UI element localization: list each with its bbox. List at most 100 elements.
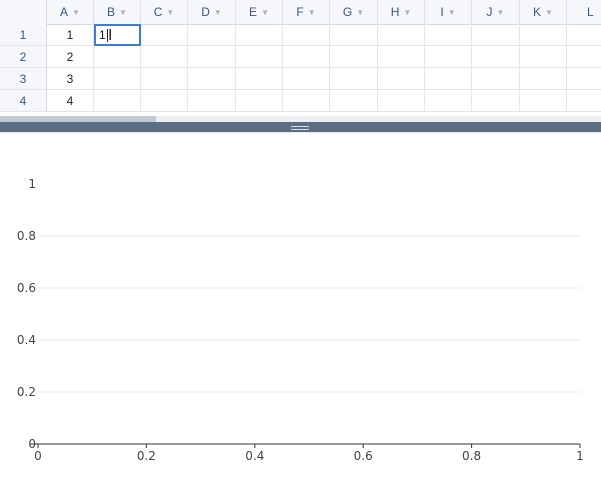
- cell-b1-value: 1: [99, 28, 106, 42]
- column-menu-icon[interactable]: ▼: [307, 7, 316, 17]
- grid-cell[interactable]: [330, 68, 378, 90]
- column-label: D: [201, 5, 210, 19]
- grid-cell[interactable]: [378, 46, 425, 68]
- grid-cell[interactable]: [141, 46, 188, 68]
- grid-cell[interactable]: [188, 46, 236, 68]
- grid-cell[interactable]: [236, 68, 283, 90]
- grid-cell[interactable]: [188, 24, 236, 46]
- grid-cell[interactable]: [236, 24, 283, 46]
- column-header-j[interactable]: J ▼: [472, 0, 520, 24]
- grid-cell[interactable]: [94, 90, 141, 112]
- grid-cell[interactable]: [188, 68, 236, 90]
- grid-cell[interactable]: [567, 90, 601, 112]
- select-all-corner[interactable]: [0, 0, 47, 24]
- grid-cell[interactable]: [236, 90, 283, 112]
- grid-cell[interactable]: [567, 24, 601, 46]
- column-header-g[interactable]: G ▼: [330, 0, 378, 24]
- grid-cell[interactable]: [283, 68, 330, 90]
- grid-cell[interactable]: [425, 90, 472, 112]
- horizontal-scrollbar[interactable]: [0, 116, 601, 122]
- grid-cell[interactable]: [330, 90, 378, 112]
- grid-cell[interactable]: [520, 90, 567, 112]
- grid-cell[interactable]: [520, 68, 567, 90]
- grid-cell[interactable]: [520, 24, 567, 46]
- column-label: H: [390, 5, 400, 19]
- spreadsheet-grid[interactable]: A ▼ B ▼ C ▼ D ▼ E ▼ F ▼ G ▼ H ▼ I ▼ J ▼ K ▼ L 1 2 3…: [0, 0, 601, 122]
- column-label: J: [486, 5, 493, 19]
- column-header-k[interactable]: K ▼: [520, 0, 567, 24]
- column-label: K: [533, 5, 542, 19]
- grid-cell[interactable]: [283, 46, 330, 68]
- column-label: G: [342, 5, 353, 19]
- column-menu-icon[interactable]: ▼: [403, 7, 412, 17]
- pane-splitter[interactable]: [0, 122, 601, 132]
- x-tick-label: 1: [576, 449, 584, 463]
- grid-cell[interactable]: [188, 90, 236, 112]
- grid-cell[interactable]: [330, 46, 378, 68]
- text-caret: [106, 28, 108, 42]
- cell-a4[interactable]: 4: [47, 90, 94, 112]
- grid-cell[interactable]: [425, 46, 472, 68]
- column-header-h[interactable]: H ▼: [378, 0, 425, 24]
- grid-cell[interactable]: [472, 68, 520, 90]
- cell-a2[interactable]: 2: [47, 46, 94, 68]
- row-header-1[interactable]: 1: [0, 24, 47, 46]
- column-menu-icon[interactable]: ▼: [496, 7, 505, 17]
- row-header-2[interactable]: 2: [0, 46, 47, 68]
- column-label: A: [60, 5, 69, 19]
- column-menu-icon[interactable]: ▼: [72, 7, 80, 17]
- column-header-e[interactable]: E ▼: [236, 0, 283, 24]
- cell-a1[interactable]: 1: [47, 24, 94, 46]
- grid-cell[interactable]: [425, 68, 472, 90]
- column-label: B: [107, 5, 116, 19]
- column-menu-icon[interactable]: ▼: [119, 7, 127, 17]
- cell-b1-editor[interactable]: 1: [94, 24, 141, 46]
- splitter-grip-icon[interactable]: [291, 126, 309, 130]
- grid-cell[interactable]: [378, 68, 425, 90]
- grid-cell[interactable]: [283, 24, 330, 46]
- column-header-a[interactable]: A ▼: [47, 0, 94, 24]
- grid-cell[interactable]: [236, 46, 283, 68]
- grid-cell[interactable]: [472, 46, 520, 68]
- cell-a3[interactable]: 3: [47, 68, 94, 90]
- grid-cell[interactable]: [283, 90, 330, 112]
- grid-cell[interactable]: [94, 46, 141, 68]
- column-label: E: [249, 5, 258, 19]
- grid-cell[interactable]: [567, 46, 601, 68]
- grid-cell[interactable]: [141, 24, 188, 46]
- grid-cell[interactable]: [567, 68, 601, 90]
- column-header-f[interactable]: F ▼: [283, 0, 330, 24]
- column-header-i[interactable]: I ▼: [425, 0, 472, 24]
- column-header-c[interactable]: C ▼: [141, 0, 188, 24]
- column-menu-icon[interactable]: ▼: [447, 7, 456, 17]
- column-menu-icon[interactable]: ▼: [356, 7, 365, 17]
- grid-cell[interactable]: [141, 68, 188, 90]
- row-header-3[interactable]: 3: [0, 68, 47, 90]
- column-header-l[interactable]: L: [567, 0, 601, 24]
- column-header-b[interactable]: B ▼: [94, 0, 141, 24]
- horizontal-scrollbar-thumb[interactable]: [0, 116, 156, 122]
- column-menu-icon[interactable]: ▼: [166, 7, 175, 17]
- column-label: I: [440, 5, 444, 19]
- grid-cell[interactable]: [472, 24, 520, 46]
- row-header-4[interactable]: 4: [0, 90, 47, 112]
- x-axis-ticks: 0 0.2 0.4 0.6 0.8 1: [34, 444, 584, 463]
- grid-cell[interactable]: [472, 90, 520, 112]
- column-label: C: [153, 5, 163, 19]
- column-menu-icon[interactable]: ▼: [213, 7, 222, 17]
- grid-cell[interactable]: [330, 24, 378, 46]
- chart-plot: 0 0.2 0.4 0.6 0.8 1 0 0.2 0.4 0.6 0.8 1: [17, 177, 584, 463]
- grid-cell[interactable]: [378, 90, 425, 112]
- chart-grid: [38, 235, 580, 393]
- grid-cell[interactable]: [378, 24, 425, 46]
- column-menu-icon[interactable]: ▼: [545, 7, 553, 17]
- y-tick-label: 0: [28, 437, 36, 451]
- grid-cell[interactable]: [425, 24, 472, 46]
- grid-cell[interactable]: [141, 90, 188, 112]
- grid-cell[interactable]: [94, 68, 141, 90]
- x-tick-label: 0: [34, 449, 42, 463]
- grid-cell[interactable]: [520, 46, 567, 68]
- column-menu-icon[interactable]: ▼: [261, 7, 269, 17]
- column-header-d[interactable]: D ▼: [188, 0, 236, 24]
